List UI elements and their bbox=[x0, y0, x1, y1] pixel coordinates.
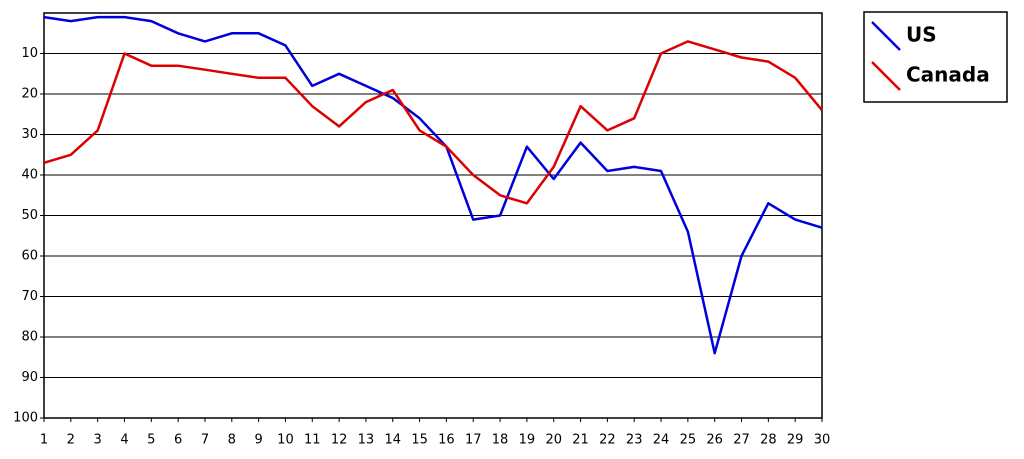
legend-swatch bbox=[871, 61, 901, 91]
y-tick-label: 30 bbox=[21, 127, 38, 142]
legend: US Canada bbox=[863, 11, 1008, 103]
x-tick-label: 17 bbox=[465, 433, 482, 448]
x-tick-label: 10 bbox=[277, 433, 294, 448]
x-tick-label: 23 bbox=[626, 433, 643, 448]
y-tick-label: 10 bbox=[21, 46, 38, 61]
y-tick-label: 20 bbox=[21, 87, 38, 102]
line-series bbox=[43, 40, 823, 205]
x-tick-label: 2 bbox=[67, 433, 75, 448]
y-tick-label: 50 bbox=[21, 208, 38, 223]
x-tick-label: 5 bbox=[147, 433, 155, 448]
x-tick-label: 19 bbox=[519, 433, 536, 448]
legend-swatch bbox=[871, 21, 901, 51]
x-tick-label: 4 bbox=[120, 433, 128, 448]
x-tick-label: 3 bbox=[94, 433, 102, 448]
y-tick-label: 90 bbox=[21, 370, 38, 385]
x-tick-label: 21 bbox=[572, 433, 589, 448]
x-tick-label: 15 bbox=[411, 433, 428, 448]
x-tick-label: 27 bbox=[733, 433, 750, 448]
plot-frame bbox=[43, 12, 823, 419]
legend-label: US bbox=[906, 23, 937, 47]
x-tick-label: 29 bbox=[787, 433, 804, 448]
x-tick-label: 8 bbox=[228, 433, 236, 448]
x-tick-label: 25 bbox=[680, 433, 697, 448]
y-tick-label: 80 bbox=[21, 330, 38, 345]
x-tick-label: 7 bbox=[201, 433, 209, 448]
x-tick-label: 14 bbox=[384, 433, 401, 448]
x-tick-label: 16 bbox=[438, 433, 455, 448]
x-tick-label: 26 bbox=[706, 433, 723, 448]
legend-label: Canada bbox=[906, 63, 990, 87]
y-tick-label: 40 bbox=[21, 168, 38, 183]
y-tick-label: 60 bbox=[21, 249, 38, 264]
x-tick-label: 9 bbox=[254, 433, 262, 448]
y-tick-label: 100 bbox=[13, 411, 38, 426]
x-tick-label: 20 bbox=[545, 433, 562, 448]
x-tick-label: 1 bbox=[40, 433, 48, 448]
legend-box bbox=[863, 11, 1008, 103]
x-tick-label: 30 bbox=[814, 433, 831, 448]
x-tick-label: 24 bbox=[653, 433, 670, 448]
y-tick-label: 70 bbox=[21, 289, 38, 304]
x-tick-label: 18 bbox=[492, 433, 509, 448]
x-tick-label: 6 bbox=[174, 433, 182, 448]
x-tick-label: 11 bbox=[304, 433, 321, 448]
x-tick-label: 22 bbox=[599, 433, 616, 448]
line-series bbox=[43, 15, 823, 355]
x-tick-label: 28 bbox=[760, 433, 777, 448]
x-tick-label: 12 bbox=[331, 433, 348, 448]
x-tick-label: 13 bbox=[358, 433, 375, 448]
